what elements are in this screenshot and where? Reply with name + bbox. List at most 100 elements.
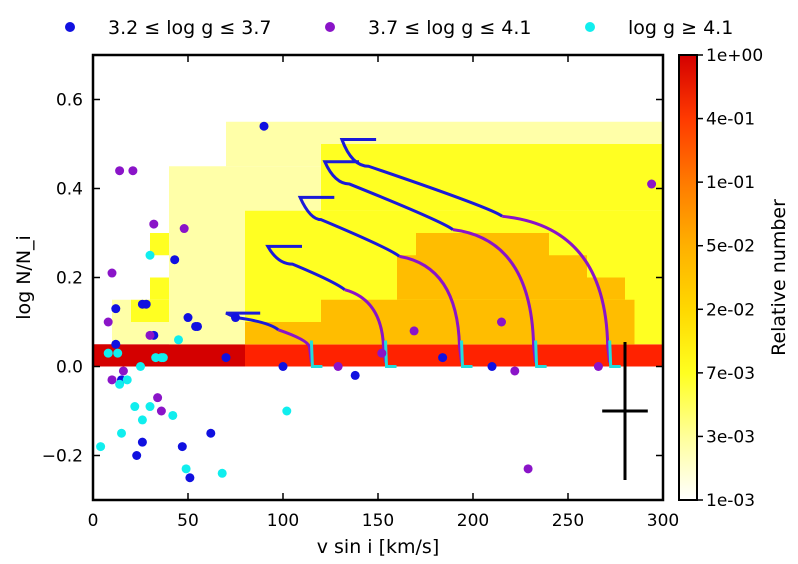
y-tick-label: 0.6 xyxy=(56,91,83,111)
data-point xyxy=(177,442,187,452)
data-point xyxy=(156,406,166,416)
track-cyan-segment xyxy=(460,340,473,368)
y-tick-label: 0.0 xyxy=(56,358,83,378)
data-point xyxy=(107,268,117,278)
data-point xyxy=(185,473,195,483)
data-point xyxy=(132,451,142,460)
data-point xyxy=(409,326,419,336)
data-point xyxy=(333,362,343,371)
heatmap-cell xyxy=(587,277,625,300)
plot-area xyxy=(93,121,663,483)
x-tick-label: 300 xyxy=(647,511,679,531)
legend-marker xyxy=(65,22,75,32)
heatmap-cell xyxy=(245,322,635,345)
colorbar-tick-label: 5e-02 xyxy=(706,237,755,257)
legend-marker xyxy=(325,22,335,32)
track-cyan-segment xyxy=(534,340,547,368)
colorbar-title: Relative number xyxy=(768,199,790,356)
data-point xyxy=(206,428,216,438)
data-point xyxy=(141,299,151,309)
data-point xyxy=(647,179,657,189)
colorbar-gradient xyxy=(678,54,698,501)
data-point xyxy=(96,442,106,452)
legend-marker xyxy=(585,22,595,32)
data-point xyxy=(282,406,292,416)
colorbar-tick-label: 1e-03 xyxy=(706,491,755,511)
data-point xyxy=(497,317,506,327)
x-tick-label: 100 xyxy=(267,511,299,531)
data-point xyxy=(103,348,113,358)
data-point xyxy=(174,335,183,345)
data-point xyxy=(593,362,603,371)
track-blue-segment xyxy=(322,160,454,231)
track-purple-segment xyxy=(452,228,538,363)
track-purple-segment xyxy=(344,288,387,363)
y-axis-title: log N/N_i xyxy=(13,235,35,320)
heatmap-cell xyxy=(321,144,663,211)
data-point xyxy=(103,317,113,327)
colorbar-tick-label: 1e+00 xyxy=(706,46,763,66)
y-axis: −0.2 0.0 0.2 0.4 0.6 xyxy=(42,91,663,467)
data-point xyxy=(523,464,533,474)
data-point xyxy=(137,437,147,447)
legend-label: log g ≥ 4.1 xyxy=(628,17,733,39)
colorbar-tick-label: 2e-02 xyxy=(706,300,755,320)
track-cyan-segment xyxy=(608,340,621,368)
data-point xyxy=(278,362,288,371)
data-point xyxy=(510,366,520,376)
data-point xyxy=(115,166,125,176)
data-point xyxy=(122,375,132,385)
data-point xyxy=(145,402,155,412)
data-point xyxy=(193,321,202,331)
colorbar: 1e+00 4e-01 1e-01 5e-02 2e-02 7e-03 3e-03 1e-03… xyxy=(678,46,790,511)
data-point xyxy=(181,464,191,474)
data-point xyxy=(130,402,140,412)
legend: 3.2 ≤ log g ≤ 3.7 3.7 ≤ log g ≤ 4.1 log g … xyxy=(65,17,733,39)
data-point xyxy=(149,219,159,229)
y-tick-label: −0.2 xyxy=(42,447,83,467)
x-tick-label: 150 xyxy=(362,511,394,531)
data-point xyxy=(221,353,231,363)
data-point xyxy=(183,313,193,323)
heatmap-cell xyxy=(397,255,416,300)
data-point xyxy=(377,348,387,358)
data-point xyxy=(137,415,147,425)
y-tick-label: 0.4 xyxy=(56,180,83,200)
data-point xyxy=(117,428,126,438)
legend-label: 3.7 ≤ log g ≤ 4.1 xyxy=(368,17,532,39)
heatmap-cell xyxy=(321,299,635,322)
heatmap-cell xyxy=(93,344,245,367)
heatmap-cell xyxy=(245,344,663,367)
heatmap-cell xyxy=(150,233,169,256)
track-purple-segment xyxy=(502,214,612,363)
track-blue-segment xyxy=(297,195,401,258)
track-cyan-segment xyxy=(384,340,397,368)
track-blue-segment xyxy=(265,244,346,291)
data-point xyxy=(158,353,168,363)
data-point xyxy=(153,393,163,403)
data-point xyxy=(217,468,227,478)
data-point xyxy=(111,339,121,349)
data-point xyxy=(115,379,125,389)
track-blue-segment xyxy=(339,138,504,218)
data-point xyxy=(350,370,360,380)
colorbar-tick-label: 1e-01 xyxy=(706,173,755,193)
colorbar-tick-label: 7e-03 xyxy=(706,364,755,384)
x-tick-label: 200 xyxy=(457,511,489,531)
data-point xyxy=(145,330,155,340)
evolution-tracks xyxy=(225,138,621,368)
track-cyan-segment xyxy=(309,340,323,368)
data-point xyxy=(128,166,138,176)
data-point xyxy=(168,410,178,420)
x-tick-label: 250 xyxy=(552,511,584,531)
y-tick-label: 0.2 xyxy=(56,269,83,289)
scatter-points xyxy=(96,121,657,483)
data-point xyxy=(136,362,145,371)
data-point xyxy=(111,304,121,314)
data-point xyxy=(118,366,128,376)
data-point xyxy=(438,353,448,363)
x-axis-title: v sin i [km/s] xyxy=(317,536,440,558)
error-bar xyxy=(602,342,648,480)
heatmap-cell xyxy=(150,277,169,300)
